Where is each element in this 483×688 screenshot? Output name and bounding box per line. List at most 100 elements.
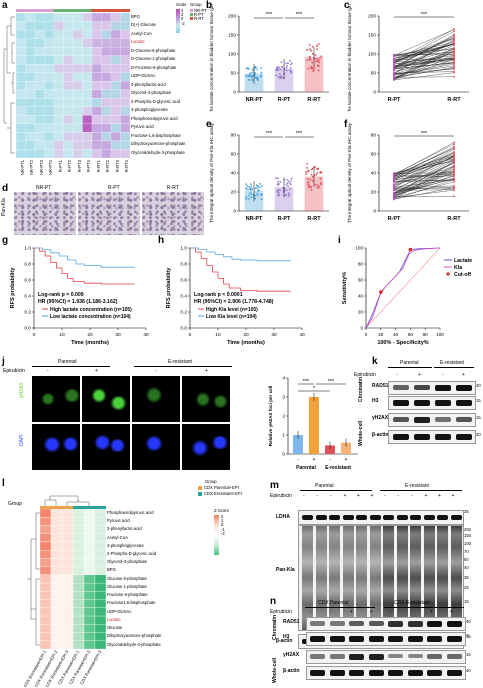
heatmap-a-cell bbox=[35, 107, 45, 116]
nucleus bbox=[146, 387, 162, 403]
dapi-image bbox=[32, 424, 80, 470]
heatmap-a-cell bbox=[64, 90, 74, 99]
heatmap-l-cell bbox=[40, 641, 51, 649]
heatmap-a-cell bbox=[64, 107, 74, 116]
m-ldha-band bbox=[302, 515, 313, 520]
heatmap-a-cell bbox=[92, 132, 102, 141]
hr-text: HR (95%CI) = 2.906 (1.778-4.748) bbox=[194, 299, 274, 305]
k-mw-label: 15 bbox=[476, 399, 481, 403]
m-sign: - bbox=[317, 494, 319, 499]
heatmap-a-cell bbox=[102, 73, 112, 82]
data-point bbox=[453, 141, 455, 143]
data-point bbox=[250, 196, 252, 198]
heatmap-a-cell bbox=[26, 13, 36, 22]
data-point bbox=[453, 189, 455, 191]
x-tick-label: 20 bbox=[243, 332, 249, 338]
x-tick-label: R-RT bbox=[447, 216, 461, 222]
data-point bbox=[315, 184, 317, 186]
heatmap-a-cell bbox=[64, 98, 74, 107]
heatmap-a-cell bbox=[111, 149, 121, 158]
heatmap-a-cell bbox=[45, 90, 55, 99]
data-point bbox=[305, 171, 307, 173]
heatmap-l-cell bbox=[84, 550, 95, 558]
m-mw-label: 25 bbox=[464, 586, 469, 590]
k-sign-2: + bbox=[418, 373, 421, 378]
m-sign: - bbox=[411, 494, 413, 499]
heatmap-a-cell bbox=[16, 90, 26, 99]
heatmap-a-cell bbox=[54, 39, 64, 48]
x-tick-label: 30 bbox=[271, 332, 277, 338]
k-band bbox=[414, 400, 430, 406]
n-blot-strip bbox=[306, 666, 466, 680]
heatmap-l-cell bbox=[62, 616, 73, 624]
heatmap-a-cell bbox=[64, 81, 74, 90]
n-band bbox=[388, 636, 403, 642]
n-band bbox=[310, 621, 325, 626]
m-sign: + bbox=[438, 494, 441, 499]
heatmap-a-cell bbox=[64, 115, 74, 124]
heatmap-a-cell bbox=[26, 56, 36, 65]
heatmap-l-cell bbox=[51, 542, 62, 550]
k-section-chromatin: Chromatin bbox=[359, 377, 364, 402]
m-ldha-band bbox=[437, 515, 448, 520]
heatmap-a-cell bbox=[121, 98, 131, 107]
data-point bbox=[248, 195, 250, 197]
heatmap-l-cell bbox=[73, 624, 84, 632]
data-point bbox=[453, 43, 455, 45]
data-point bbox=[277, 177, 279, 179]
heatmap-a-cell bbox=[54, 141, 64, 150]
data-point bbox=[250, 75, 252, 77]
sig-label: *** bbox=[266, 131, 273, 137]
heatmap-l-cell bbox=[51, 550, 62, 558]
x-tick-label: NR-PT bbox=[246, 216, 263, 222]
heatmap-a-cell bbox=[54, 30, 64, 39]
heatmap-a-cell bbox=[54, 98, 64, 107]
data-point bbox=[247, 185, 249, 187]
k-blot-strip bbox=[388, 381, 476, 395]
zscore-colorbar bbox=[214, 515, 219, 555]
heatmap-l-cell bbox=[40, 525, 51, 533]
heatmap-a-cell bbox=[83, 47, 93, 56]
data-point bbox=[277, 76, 279, 78]
data-point bbox=[287, 62, 289, 64]
heatmap-a-cell bbox=[35, 47, 45, 56]
data-point bbox=[320, 178, 322, 180]
data-point bbox=[246, 74, 248, 76]
n-mw-label: 40 bbox=[466, 620, 471, 624]
k-mw-label: 40 bbox=[476, 433, 481, 437]
data-point bbox=[260, 67, 262, 69]
heatmap-a-cell bbox=[16, 115, 26, 124]
sig-label: *** bbox=[421, 12, 428, 18]
data-point bbox=[254, 76, 256, 78]
j-epirubicin-label: Epirubicin bbox=[3, 369, 25, 374]
m-mw-label: 150 bbox=[464, 534, 471, 538]
nucleus bbox=[110, 396, 127, 410]
heatmap-a-cell bbox=[121, 90, 131, 99]
heatmap-a-col-label: R-RT2 bbox=[106, 160, 110, 172]
m-ldha-band bbox=[397, 515, 408, 520]
group-legend-label: R-RT bbox=[194, 16, 204, 21]
data-point bbox=[246, 68, 248, 70]
n-band bbox=[388, 654, 403, 658]
y-tick-label: 0.4 bbox=[180, 294, 187, 300]
n-band bbox=[447, 636, 462, 642]
data-point bbox=[318, 59, 320, 61]
x-tick-label: + bbox=[345, 457, 348, 463]
heatmap-a-cell bbox=[102, 115, 112, 124]
k-band bbox=[393, 385, 409, 390]
heatmap-a-cell bbox=[102, 13, 112, 22]
n-sign: + bbox=[370, 610, 373, 615]
k-band bbox=[414, 385, 430, 390]
heatmap-l-row-label: Glucose 6-phosphate bbox=[107, 577, 147, 581]
data-point bbox=[287, 179, 289, 181]
heatmap-a-cell bbox=[45, 73, 55, 82]
heatmap-a-cell bbox=[45, 13, 55, 22]
heatmap-a-cell bbox=[45, 47, 55, 56]
heatmap-a-cell bbox=[16, 39, 26, 48]
data-point bbox=[286, 65, 288, 67]
heatmap-a-cell bbox=[111, 141, 121, 150]
data-point bbox=[317, 187, 319, 189]
k-band bbox=[414, 417, 430, 423]
data-point bbox=[307, 59, 309, 61]
